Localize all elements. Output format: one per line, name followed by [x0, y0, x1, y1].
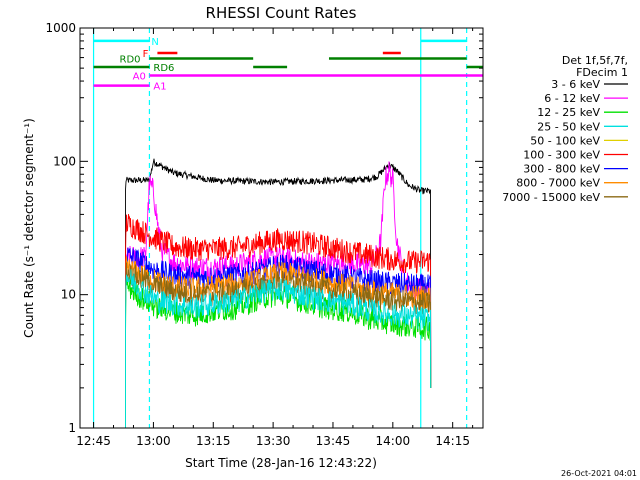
x-tick-label-13-45: 13:45 [316, 434, 351, 448]
x-tick-label-13-00: 13:00 [136, 434, 171, 448]
series-300-800-kev [125, 247, 432, 428]
x-tick-label-14-15: 14:15 [435, 434, 470, 448]
legend-label-12-25-kev: 12 - 25 keV [537, 106, 600, 119]
x-tick-label-13-15: 13:15 [196, 434, 231, 448]
legend-label-3-6-kev: 3 - 6 keV [551, 78, 600, 91]
legend-label-7000-15000-kev: 7000 - 15000 keV [502, 191, 600, 204]
legend-header-2: FDecim 1 [576, 66, 628, 79]
y-tick-label-100: 100 [53, 154, 76, 168]
x-tick-label-13-30: 13:30 [256, 434, 291, 448]
legend-header-1: Det 1f,5f,7f, [562, 54, 628, 67]
legend-label-100-300-kev: 100 - 300 keV [523, 149, 600, 162]
legend-label-300-800-kev: 300 - 800 keV [523, 163, 600, 176]
vertical-markers [92, 28, 468, 428]
flag-rd0-label: RD0 [120, 55, 141, 66]
x-axis-label: Start Time (28-Jan-16 12:43:22) [185, 456, 377, 470]
series-25-50-kev [125, 269, 432, 428]
legend-label-800-7000-kev: 800 - 7000 keV [516, 177, 600, 190]
x-tick-label-12-45: 12:45 [76, 434, 111, 448]
y-tick-label-10: 10 [61, 288, 76, 302]
flag-a1-label: A1 [153, 82, 166, 93]
legend-label-25-50-kev: 25 - 50 keV [537, 120, 600, 133]
y-tick-label-1000: 1000 [45, 21, 76, 35]
series-100-300-kev [125, 213, 432, 428]
legend-label-6-12-kev: 6 - 12 keV [544, 92, 600, 105]
chart-title: RHESSI Count Rates [206, 4, 357, 22]
axes: 12:45 13:00 13:15 13:30 13:45 14:00 14:15 1 10 10… [45, 21, 483, 448]
flag-n-label: N [151, 37, 158, 48]
plot-frame [79, 27, 484, 429]
series-6-12-kev [125, 161, 432, 428]
legend-label-50-100-kev: 50 - 100 keV [530, 134, 600, 147]
footer-timestamp: 26-Oct-2021 04:01 [561, 469, 637, 478]
series-3-6-kev [125, 158, 432, 428]
flag-a0-label: A0 [133, 72, 146, 83]
y-axis-label: Count Rate (s⁻¹ detector segment⁻¹) [22, 118, 36, 338]
y-tick-label-1: 1 [68, 421, 76, 435]
flag-f-label: F [143, 49, 149, 60]
series-group [125, 158, 432, 428]
flag-rd6-label: RD6 [153, 63, 174, 74]
x-tick-label-14-00: 14:00 [376, 434, 411, 448]
